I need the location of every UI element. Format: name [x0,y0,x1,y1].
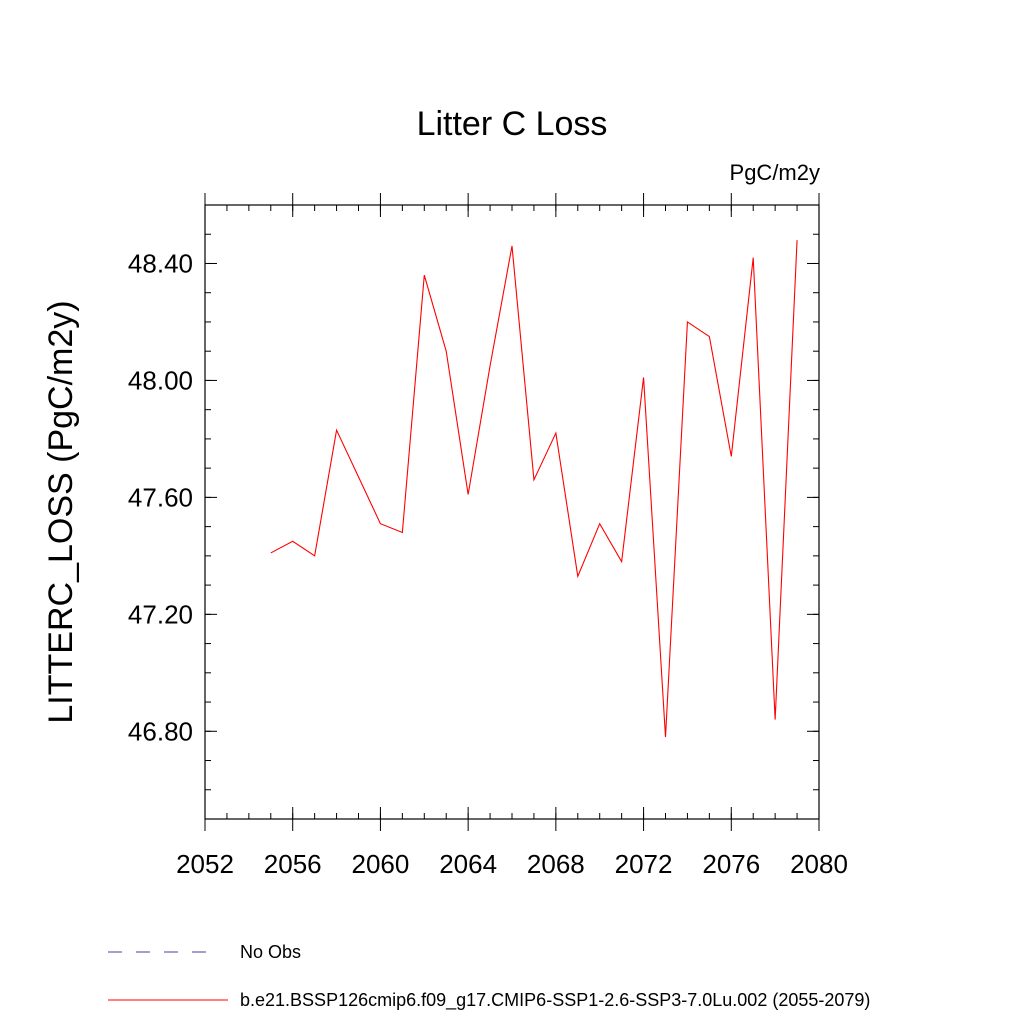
x-tick-label: 2064 [439,849,497,879]
x-tick-label: 2056 [264,849,322,879]
y-axis: 46.80 47.20 47.60 48.00 48.40 [128,204,819,820]
x-tick-label: 2072 [615,849,673,879]
x-axis: 2052 2056 2060 2064 2068 2072 2076 2080 [176,193,848,879]
x-tick-label: 2076 [702,849,760,879]
x-tick-label: 2080 [790,849,848,879]
x-tick-label: 2060 [352,849,410,879]
y-axis-label: LITTERC_LOSS (PgC/m2y) [42,300,80,723]
y-tick-label: 48.00 [128,365,193,395]
y-tick-label: 47.20 [128,599,193,629]
y-tick-label: 48.40 [128,248,193,278]
series-layer [270,240,798,738]
plot-frame [204,204,820,820]
x-tick-label: 2052 [176,849,234,879]
y-tick-label: 46.80 [128,716,193,746]
legend-label: b.e21.BSSP126cmip6.f09_g17.CMIP6-SSP1-2.… [240,990,870,1011]
y-tick-label: 47.60 [128,482,193,512]
legend: No Obs b.e21.BSSP126cmip6.f09_g17.CMIP6-S… [108,942,870,1011]
legend-label: No Obs [240,942,301,962]
chart-title: Litter C Loss [417,105,608,143]
x-tick-label: 2068 [527,849,585,879]
series-line [270,240,798,738]
units-label: PgC/m2y [730,160,820,185]
